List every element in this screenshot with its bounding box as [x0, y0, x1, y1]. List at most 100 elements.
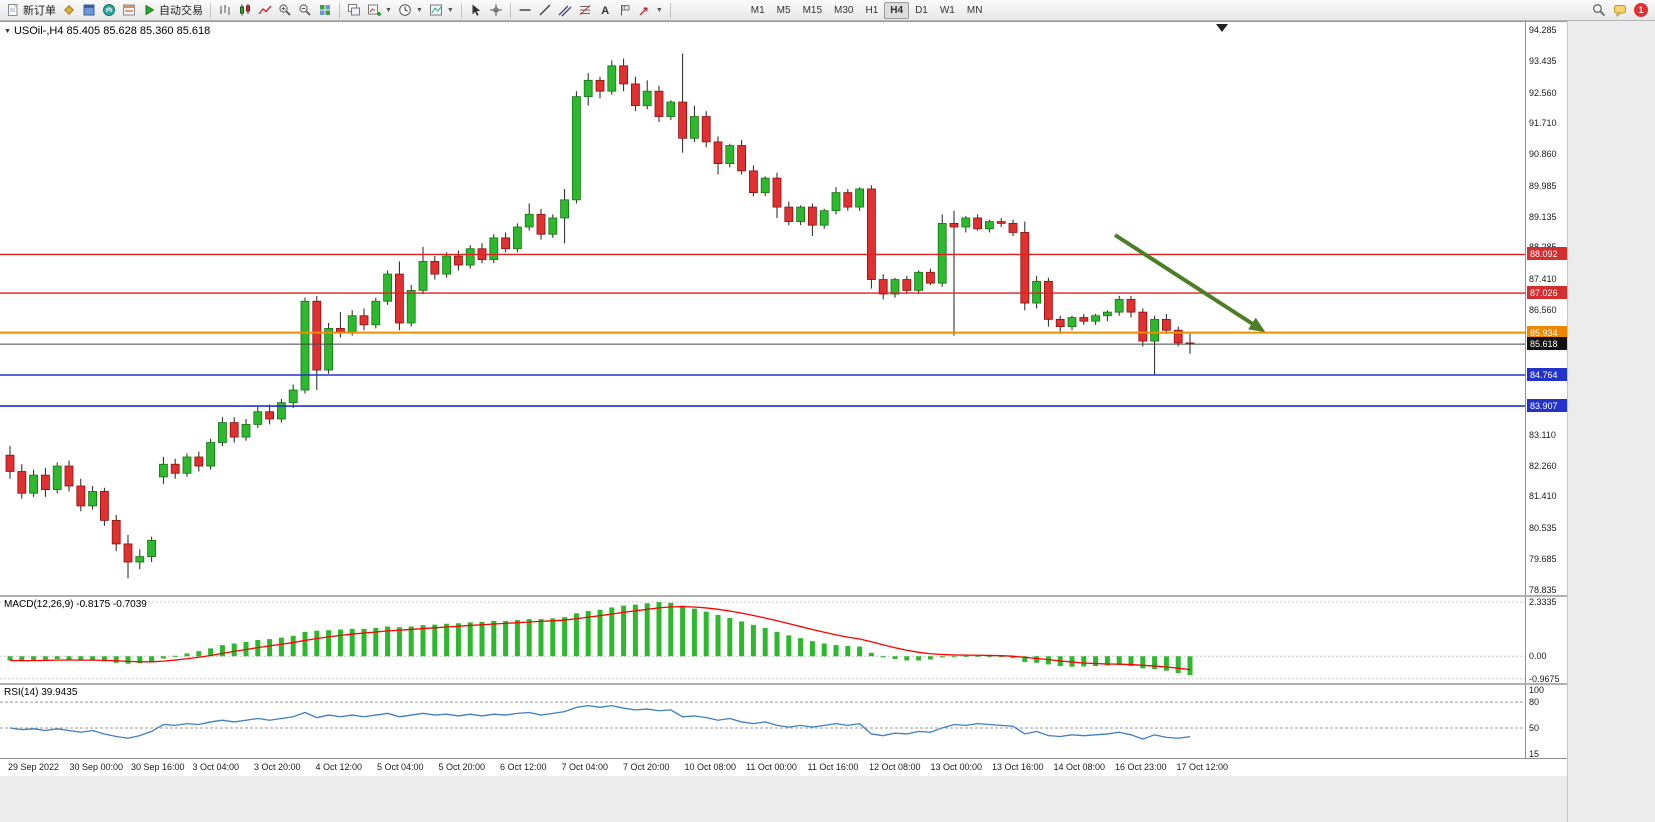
- macd-axis-label: 2.3335: [1529, 597, 1557, 608]
- terminal-icon: [123, 4, 135, 16]
- separator: [509, 2, 511, 18]
- data-window-button[interactable]: [79, 1, 99, 20]
- terminal-button[interactable]: [119, 1, 139, 20]
- notification-badge[interactable]: 1: [1634, 3, 1648, 17]
- price-axis-label: 83.110: [1529, 429, 1556, 440]
- timeframe-m15-button[interactable]: M15: [802, 4, 823, 16]
- price-axis-label: 91.710: [1529, 118, 1557, 129]
- new-order-icon: [8, 4, 18, 16]
- rsi-chart[interactable]: [0, 685, 1525, 758]
- macd-pane[interactable]: MACD(12,26,9) -0.8175 -0.7039 2.3335 0.00…: [0, 595, 1567, 683]
- chat-icon[interactable]: [1613, 3, 1627, 17]
- search-icon[interactable]: [1592, 3, 1606, 17]
- cursor-button[interactable]: [466, 1, 486, 20]
- bar-chart-button[interactable]: [215, 1, 235, 20]
- macd-chart[interactable]: [0, 597, 1525, 683]
- timeframe-m5-button[interactable]: M5: [776, 4, 791, 16]
- price-axis-label: 89.985: [1529, 180, 1557, 191]
- fibonacci-icon: [579, 5, 591, 15]
- price-tag: 85.934: [1527, 325, 1567, 339]
- line-chart-button[interactable]: [255, 1, 275, 20]
- price-axis-label: 78.835: [1529, 584, 1557, 595]
- zoom-out-button[interactable]: [295, 1, 315, 20]
- crosshair-button[interactable]: [486, 1, 506, 20]
- zoom-in-button[interactable]: [275, 1, 295, 20]
- collapse-triangle-icon[interactable]: ▼: [4, 27, 11, 35]
- text-icon: A: [601, 5, 609, 17]
- crosshair-icon: [489, 4, 502, 16]
- chevron-down-icon: ▼: [415, 6, 423, 14]
- text-tool-button[interactable]: A: [595, 1, 615, 20]
- time-axis[interactable]: 29 Sep 2022 30 Sep 00:00 30 Sep 16:00 3 Oct…: [0, 758, 1567, 776]
- label-flag-icon: T: [620, 5, 630, 16]
- tile-windows-button[interactable]: [315, 1, 335, 20]
- arrange-windows-button[interactable]: [344, 1, 364, 20]
- cursor-icon: [472, 4, 481, 16]
- candlestick-chart[interactable]: [0, 22, 1525, 595]
- toolbar: 新订单 自动交易 ▼ ▼ ▼ A T ▼ M1 M5 M15 M30 H1 H: [0, 0, 1655, 21]
- chevron-down-icon: ▼: [385, 6, 392, 14]
- time-axis-label: 6 Oct 12:00: [500, 762, 547, 772]
- time-axis-label: 5 Oct 20:00: [438, 762, 486, 772]
- tile-windows-icon: [320, 5, 330, 15]
- timeframe-d1-button[interactable]: D1: [915, 4, 928, 16]
- timeframe-m1-button[interactable]: M1: [750, 4, 765, 16]
- timeframe-h4-button[interactable]: H4: [884, 1, 910, 19]
- new-order-button[interactable]: 新订单: [3, 1, 59, 20]
- hline-tool-button[interactable]: [515, 1, 535, 20]
- time-axis-label: 10 Oct 08:00: [684, 762, 737, 772]
- timeframe-m30-button[interactable]: M30: [834, 4, 854, 16]
- navigator-icon: [103, 4, 115, 16]
- timeframe-h1-button[interactable]: H1: [865, 4, 879, 16]
- candlestick-chart-icon: [240, 4, 250, 16]
- timeframe-w1-button[interactable]: W1: [939, 4, 955, 16]
- template-icon: [429, 4, 442, 16]
- chart-title: ▼ USOil-,H4 85.405 85.628 85.360 85.618: [4, 25, 210, 37]
- autotrade-play-icon: [145, 4, 155, 16]
- time-marker-icon: [1216, 24, 1228, 32]
- rsi-pane[interactable]: RSI(14) 39.9435 100 80 50 15: [0, 683, 1567, 758]
- new-chart-button[interactable]: ▼: [364, 1, 395, 20]
- horizontal-line-icon: [519, 9, 531, 11]
- rsi-label: RSI(14) 39.9435: [4, 687, 78, 698]
- price-axis[interactable]: 94.285 93.435 92.560 91.710 90.860 89.985 89.1…: [1525, 22, 1567, 595]
- autotrade-label: 自动交易: [159, 5, 203, 17]
- time-axis-label: 16 Oct 23:00: [1115, 762, 1167, 772]
- separator: [210, 2, 211, 18]
- price-tag: 84.764: [1527, 367, 1567, 381]
- market-watch-icon: [64, 5, 74, 15]
- main-chart-pane[interactable]: ▼ USOil-,H4 85.405 85.628 85.360 85.618 …: [0, 21, 1567, 595]
- label-tool-button[interactable]: T: [615, 1, 635, 20]
- price-axis-label: 82.260: [1529, 460, 1557, 471]
- chevron-down-icon: ▼: [655, 6, 663, 14]
- macd-label: MACD(12,26,9) -0.8175 -0.7039: [4, 599, 147, 610]
- candlestick-chart-button[interactable]: [235, 1, 255, 20]
- timeframe-mn-button[interactable]: MN: [966, 4, 983, 16]
- market-watch-button[interactable]: [59, 1, 79, 20]
- chart-workspace: ▼ USOil-,H4 85.405 85.628 85.360 85.618 …: [0, 21, 1655, 822]
- navigator-button[interactable]: [99, 1, 119, 20]
- price-axis-label: 90.860: [1529, 149, 1557, 160]
- templates-button[interactable]: ▼: [426, 1, 457, 20]
- rsi-axis-label: 80: [1529, 697, 1540, 708]
- arrange-windows-icon: [348, 4, 360, 16]
- rsi-axis-label: 15: [1529, 749, 1540, 758]
- time-axis-label: 30 Sep 16:00: [131, 762, 185, 772]
- separator: [339, 2, 340, 18]
- period-button[interactable]: ▼: [395, 1, 426, 20]
- time-axis-label: 11 Oct 16:00: [807, 762, 859, 772]
- autotrade-button[interactable]: 自动交易: [139, 1, 206, 20]
- chevron-down-icon: ▼: [446, 6, 454, 14]
- right-filler: [1567, 21, 1655, 822]
- zoom-in-icon: [279, 4, 291, 16]
- arrows-tool-button[interactable]: ▼: [635, 1, 666, 20]
- macd-axis[interactable]: 2.3335 0.00 -0.9675: [1525, 597, 1567, 683]
- rsi-axis[interactable]: 100 80 50 15: [1525, 685, 1567, 758]
- time-axis-label: 11 Oct 00:00: [746, 762, 797, 772]
- fibonacci-tool-button[interactable]: [575, 1, 595, 20]
- price-axis-label: 79.685: [1529, 553, 1557, 564]
- price-axis-label: 86.560: [1529, 304, 1557, 315]
- trendline-tool-button[interactable]: [535, 1, 555, 20]
- channel-tool-button[interactable]: [555, 1, 575, 20]
